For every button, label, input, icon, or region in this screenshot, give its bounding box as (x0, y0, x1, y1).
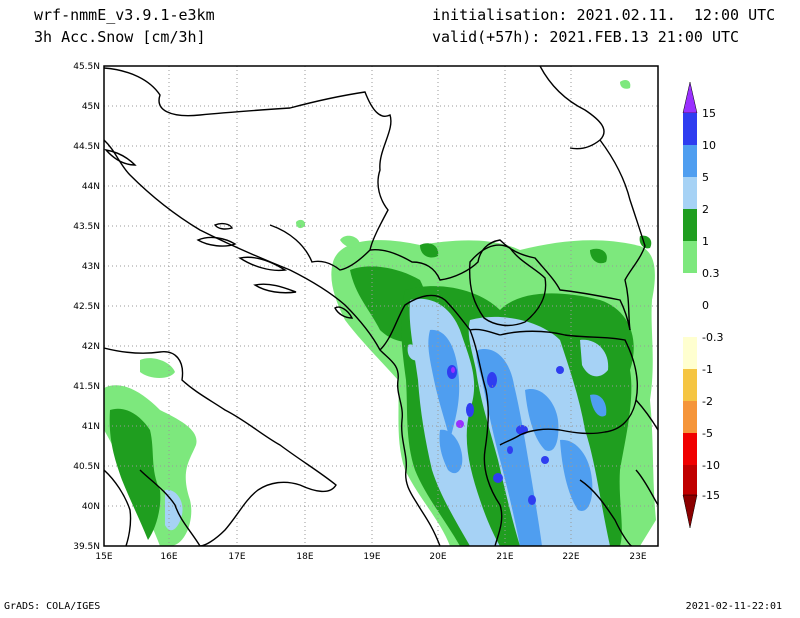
lon-label: 21E (496, 552, 513, 562)
colorbar-top-arrow (682, 81, 698, 114)
colorbar-label: -10 (702, 459, 720, 472)
lat-axis: 45.5N 45N 44.5N 44N 43.5N 43N 42.5N 42N … (73, 62, 100, 552)
lat-label: 43N (82, 262, 100, 272)
lon-label: 22E (562, 552, 579, 562)
colorbar-swatch (683, 273, 697, 305)
model-name: wrf-nmmE_v3.9.1-e3km (34, 6, 215, 24)
lon-label: 20E (429, 552, 446, 562)
lon-label: 19E (363, 552, 380, 562)
colorbar-label: 1 (702, 235, 709, 248)
lon-label: 18E (296, 552, 313, 562)
graticule (104, 66, 658, 546)
colorbar-label: 5 (702, 171, 709, 184)
lat-label: 41N (82, 422, 100, 432)
colorbar-label: -15 (702, 489, 720, 502)
valid-time: valid(+57h): 2021.FEB.13 21:00 UTC (432, 28, 740, 46)
lon-label: 23E (629, 552, 646, 562)
colorbar-label: 2 (702, 203, 709, 216)
colorbar-swatch (683, 465, 697, 495)
colorbar-label: 0 (702, 299, 709, 312)
colorbar-swatch (683, 145, 697, 177)
lat-label: 39.5N (73, 542, 100, 552)
coastlines-borders (104, 66, 658, 546)
colorbar-label: -5 (702, 427, 713, 440)
lon-axis: 15E 16E 17E 18E 19E 20E 21E 22E 23E (95, 552, 646, 562)
init-time: initialisation: 2021.02.11. 12:00 UTC (432, 6, 776, 24)
lat-label: 42.5N (73, 302, 100, 312)
colorbar-swatch (683, 177, 697, 209)
colorbar-labels: 15 10 5 2 1 0.3 0 -0.3 -1 -2 -5 -10 -15 (702, 107, 723, 502)
lon-label: 17E (228, 552, 245, 562)
colorbar-swatch (683, 433, 697, 465)
colorbar-swatch (683, 241, 697, 273)
colorbar-swatch (683, 337, 697, 369)
colorbar-label: -1 (702, 363, 713, 376)
lat-label: 45.5N (73, 62, 100, 72)
software-credit: GrADS: COLA/IGES (4, 601, 101, 612)
lon-label: 16E (160, 552, 177, 562)
lat-label: 42N (82, 342, 100, 352)
colorbar-swatch (683, 113, 697, 145)
lat-label: 40N (82, 502, 100, 512)
snow-field (104, 80, 656, 546)
colorbar-label: 10 (702, 139, 716, 152)
lat-label: 44.5N (73, 142, 100, 152)
lat-label: 45N (82, 102, 100, 112)
lat-label: 43.5N (73, 222, 100, 232)
colorbar-label: -0.3 (702, 331, 723, 344)
colorbar-label: 0.3 (702, 267, 720, 280)
colorbar: 15 10 5 2 1 0.3 0 -0.3 -1 -2 -5 -10 -15 (682, 81, 723, 529)
field-title: 3h Acc.Snow [cm/3h] (34, 28, 206, 46)
lat-label: 40.5N (73, 462, 100, 472)
colorbar-bottom-arrow (682, 494, 698, 529)
render-timestamp: 2021-02-11-22:01 (685, 601, 782, 612)
lat-label: 41.5N (73, 382, 100, 392)
lat-label: 44N (82, 182, 100, 192)
lon-label: 15E (95, 552, 112, 562)
colorbar-swatch (683, 209, 697, 241)
colorbar-swatch (683, 401, 697, 433)
colorbar-swatch (683, 369, 697, 401)
colorbar-label: 15 (702, 107, 716, 120)
colorbar-swatch (683, 305, 697, 337)
colorbar-label: -2 (702, 395, 713, 408)
map-frame (103, 65, 659, 547)
